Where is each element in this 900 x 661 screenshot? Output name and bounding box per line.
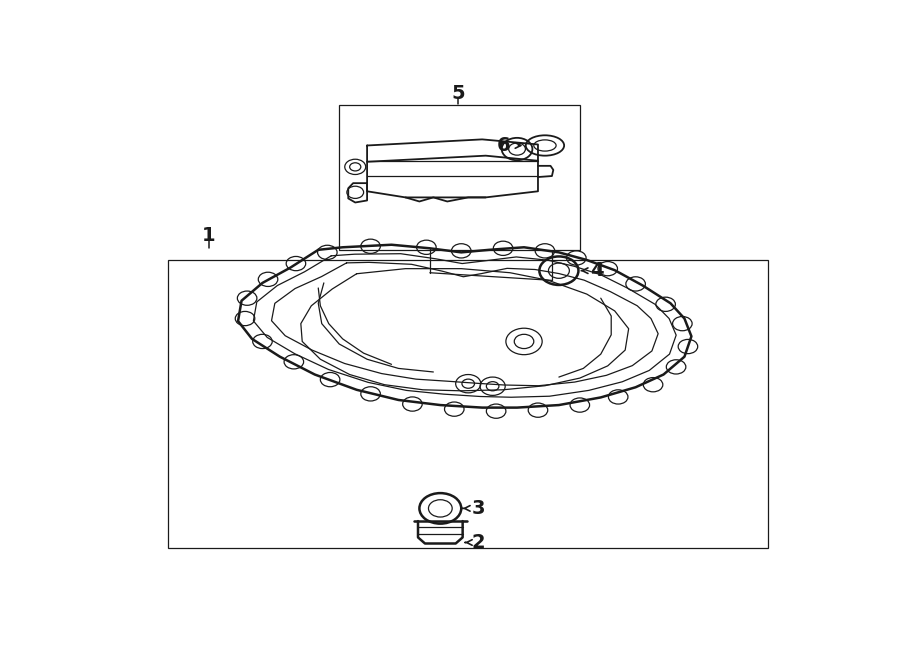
Bar (168, 260, 769, 547)
Text: 2: 2 (472, 533, 485, 552)
Text: 6: 6 (496, 136, 510, 155)
Text: 4: 4 (590, 261, 604, 280)
Text: 3: 3 (472, 499, 485, 518)
Text: 1: 1 (202, 226, 216, 245)
Bar (339, 104, 580, 250)
Text: 5: 5 (451, 84, 464, 103)
